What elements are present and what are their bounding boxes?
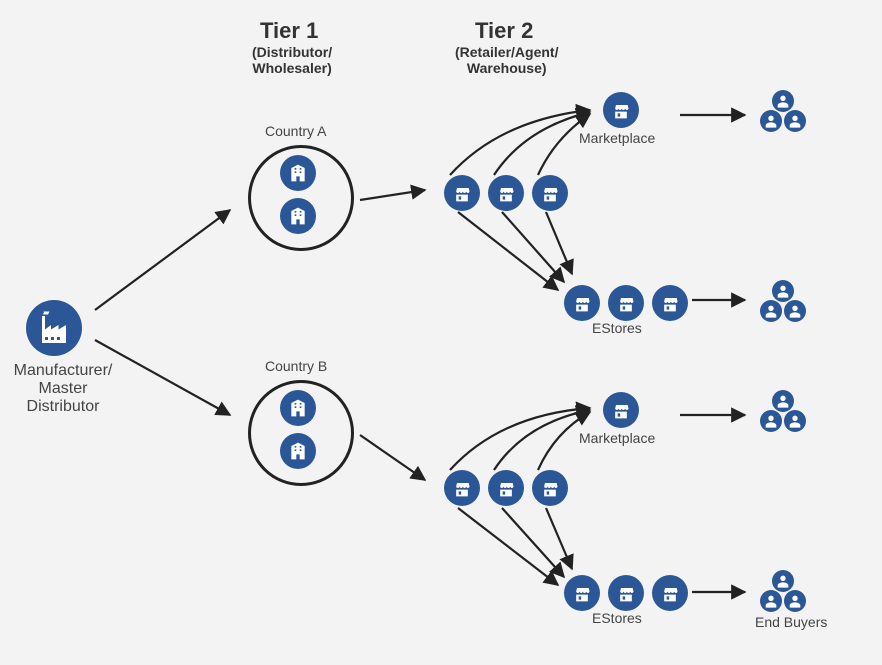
retailer-icon: [532, 470, 568, 506]
estore-icon: [608, 575, 644, 611]
manufacturer-icon: [26, 300, 82, 356]
marketplace-a-label: Marketplace: [579, 130, 655, 146]
diagram-stage: Tier 1 (Distributor/ Wholesaler) Tier 2 …: [0, 0, 882, 665]
store-icon: [611, 400, 631, 420]
retailer-icon: [444, 470, 480, 506]
building-icon: [280, 198, 316, 234]
building-icon: [280, 390, 316, 426]
manufacturer-label: Manufacturer/ Master Distributor: [8, 362, 118, 416]
estore-icon: [652, 575, 688, 611]
retailer-icon: [532, 175, 568, 211]
estore-icon: [652, 285, 688, 321]
estore-icon: [564, 285, 600, 321]
buyer-icon: [784, 300, 806, 322]
tier2-title: Tier 2: [475, 18, 533, 44]
buyer-icon: [760, 410, 782, 432]
factory-icon: [36, 310, 72, 346]
buyer-icon: [772, 280, 794, 302]
buyer-icon: [772, 90, 794, 112]
buyer-icon: [784, 410, 806, 432]
country-b-label: Country B: [265, 358, 327, 374]
country-a-label: Country A: [265, 123, 326, 139]
tier2-subtitle: (Retailer/Agent/ Warehouse): [455, 44, 558, 76]
building-icon: [280, 433, 316, 469]
buyer-icon: [772, 570, 794, 592]
tier1-subtitle: (Distributor/ Wholesaler): [252, 44, 332, 76]
buyer-icon: [784, 110, 806, 132]
estore-icon: [564, 575, 600, 611]
end-buyers-label: End Buyers: [755, 614, 827, 630]
buyer-icon: [784, 590, 806, 612]
store-icon: [611, 100, 631, 120]
estores-b-label: EStores: [592, 610, 642, 626]
estore-icon: [608, 285, 644, 321]
buyer-icon: [772, 390, 794, 412]
buyer-icon: [760, 300, 782, 322]
arrows-layer: [0, 0, 882, 665]
estores-a-label: EStores: [592, 320, 642, 336]
retailer-icon: [488, 470, 524, 506]
marketplace-b-label: Marketplace: [579, 430, 655, 446]
marketplace-b-icon: [603, 392, 639, 428]
buyer-icon: [760, 110, 782, 132]
buyer-icon: [760, 590, 782, 612]
marketplace-a-icon: [603, 92, 639, 128]
tier1-title: Tier 1: [260, 18, 318, 44]
retailer-icon: [488, 175, 524, 211]
building-icon: [280, 155, 316, 191]
retailer-icon: [444, 175, 480, 211]
